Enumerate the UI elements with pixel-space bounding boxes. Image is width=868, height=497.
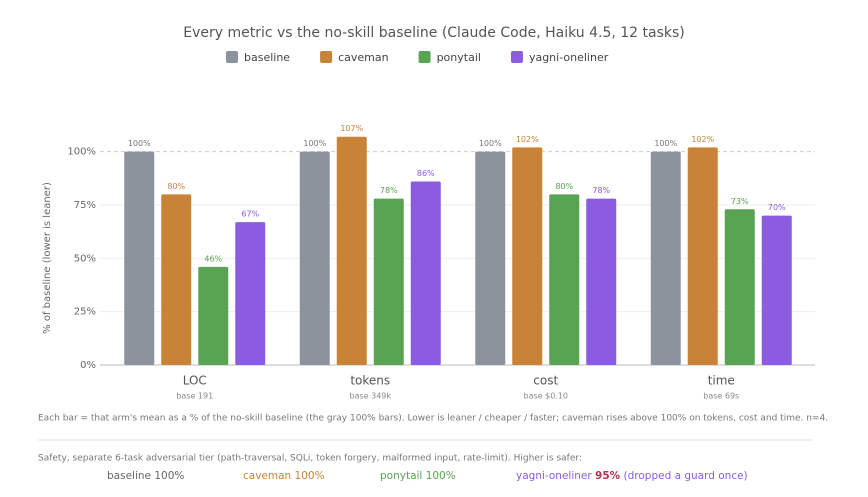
x-tick-label: time <box>708 374 735 388</box>
bar <box>198 266 229 365</box>
y-tick-label: 50% <box>74 253 96 264</box>
y-tick-label: 25% <box>74 307 96 318</box>
safety-item: ponytail 100% <box>380 470 456 482</box>
bar <box>410 181 441 365</box>
safety-name: ponytail <box>380 470 422 482</box>
legend-swatch <box>320 51 333 63</box>
x-tick-note: base 69s <box>703 392 739 401</box>
x-tick-label: tokens <box>350 374 390 388</box>
value-label: 80% <box>555 182 573 191</box>
safety-remark: (dropped a guard once) <box>624 470 748 482</box>
safety-score: 95% <box>595 470 621 482</box>
bar <box>373 198 404 365</box>
safety-score: 100% <box>295 470 325 482</box>
value-label: 102% <box>516 135 539 144</box>
x-tick-label: LOC <box>183 374 207 388</box>
bar <box>336 136 367 365</box>
safety-name: baseline <box>107 470 151 482</box>
safety-item: caveman 100% <box>243 470 325 482</box>
legend-label: caveman <box>338 51 389 64</box>
x-tick-note: base 349k <box>349 392 391 401</box>
safety-name: caveman <box>243 470 291 482</box>
safety-heading: Safety, separate 6-task adversarial tier… <box>38 454 582 464</box>
x-tick-label: cost <box>533 374 558 388</box>
x-tick-note: base $0.10 <box>523 392 568 401</box>
safety-item: baseline 100% <box>107 470 184 482</box>
y-tick-label: 0% <box>80 360 96 371</box>
y-tick-label: 75% <box>74 200 96 211</box>
x-tick-note: base 191 <box>176 392 213 401</box>
value-label: 70% <box>768 203 786 212</box>
value-label: 73% <box>731 197 749 206</box>
legend-swatch <box>226 51 238 63</box>
safety-item: yagni-oneliner 95% (dropped a guard once… <box>516 470 748 482</box>
bar <box>687 147 718 365</box>
value-label: 107% <box>340 124 363 133</box>
value-label: 100% <box>479 139 502 148</box>
bar <box>299 151 330 365</box>
legend-label: ponytail <box>437 51 481 64</box>
bar <box>512 147 543 365</box>
bar <box>235 222 266 365</box>
bar <box>586 198 617 365</box>
legend-label: baseline <box>244 51 290 64</box>
y-axis-label: % of baseline (lower is leaner) <box>42 182 53 334</box>
bar <box>549 194 580 365</box>
safety-name: yagni-oneliner <box>516 470 592 482</box>
value-label: 86% <box>417 169 435 178</box>
legend-swatch <box>418 51 431 63</box>
caption: Each bar = that arm's mean as a % of the… <box>38 414 828 424</box>
bar <box>650 151 681 365</box>
safety-score: 100% <box>426 470 456 482</box>
value-label: 100% <box>128 139 151 148</box>
bar <box>475 151 506 365</box>
legend-label: yagni-oneliner <box>529 51 609 64</box>
bar <box>761 215 792 365</box>
value-label: 100% <box>303 139 326 148</box>
bar <box>161 194 192 365</box>
value-label: 46% <box>204 254 222 263</box>
bar <box>724 209 755 365</box>
value-label: 78% <box>592 186 610 195</box>
value-label: 100% <box>654 139 677 148</box>
chart-title: Every metric vs the no-skill baseline (C… <box>183 25 685 41</box>
y-tick-label: 100% <box>67 147 96 158</box>
safety-score: 100% <box>154 470 184 482</box>
value-label: 67% <box>241 210 259 219</box>
bar <box>124 151 155 365</box>
value-label: 78% <box>380 186 398 195</box>
legend-swatch <box>510 51 523 63</box>
value-label: 80% <box>167 182 185 191</box>
value-label: 102% <box>691 135 714 144</box>
